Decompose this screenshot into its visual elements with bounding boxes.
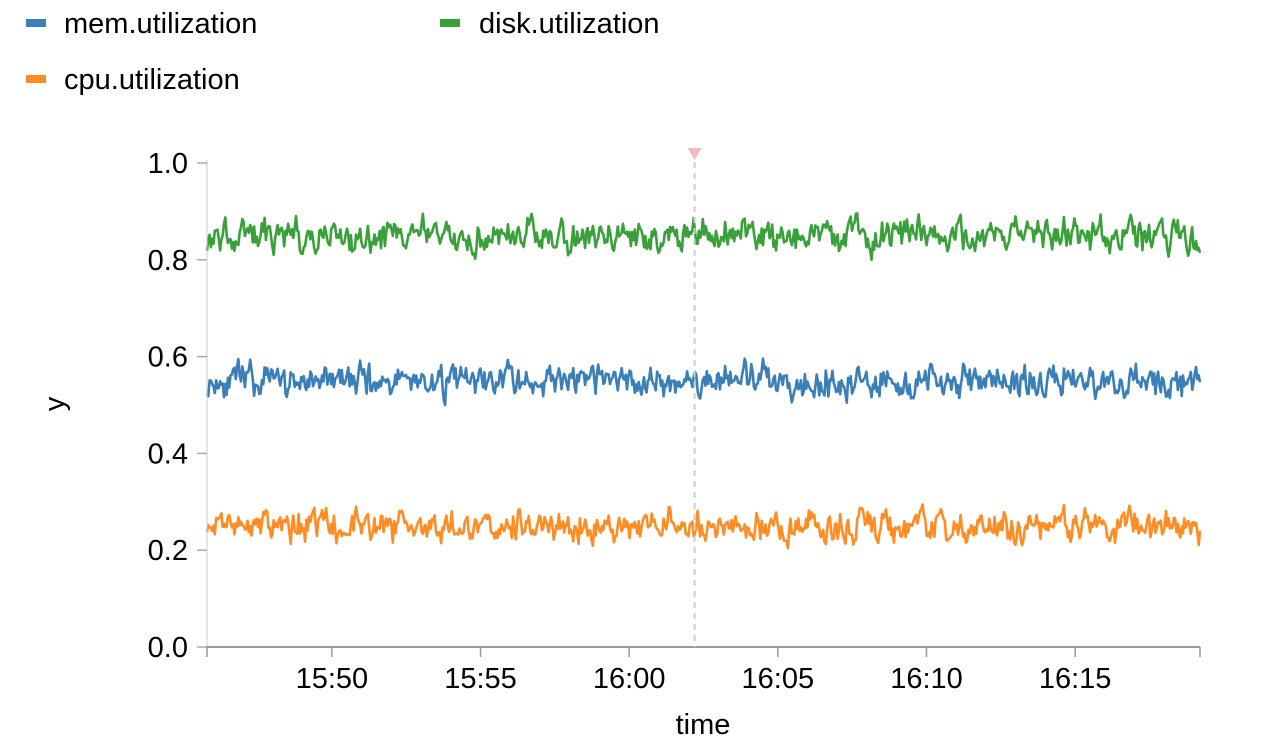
- legend-label-cpu: cpu.utilization: [64, 64, 240, 96]
- legend-swatch-cpu: [26, 75, 46, 83]
- y-tick-label: 0.2: [148, 535, 188, 567]
- cursor-marker-icon[interactable]: [687, 148, 702, 160]
- legend-item-mem[interactable]: mem.utilization: [26, 8, 257, 40]
- hover-cursor[interactable]: [687, 148, 702, 647]
- x-tick-label: 16:10: [890, 663, 963, 695]
- y-tick-label: 0.8: [148, 245, 188, 277]
- x-tick-label: 15:55: [444, 663, 517, 695]
- y-tick-label: 1.0: [148, 148, 188, 180]
- legend-swatch-mem: [26, 19, 46, 27]
- legend-item-cpu[interactable]: cpu.utilization: [26, 64, 240, 96]
- cpu-series-line: [205, 503, 1202, 550]
- y-tick-label: 0.6: [148, 342, 188, 374]
- legend-label-disk: disk.utilization: [479, 8, 660, 40]
- x-tick-label: 15:50: [296, 663, 369, 695]
- x-tick-label: 16:00: [593, 663, 666, 695]
- x-axis-title: time: [676, 709, 731, 741]
- disk-series-line: [205, 212, 1202, 262]
- legend-swatch-disk: [440, 19, 460, 27]
- legend: mem.utilization disk.utilization cpu.uti…: [26, 8, 660, 96]
- y-axis: 0.0 0.2 0.4 0.6 0.8 1.0: [148, 148, 208, 664]
- legend-label-mem: mem.utilization: [64, 8, 257, 40]
- mem-series-line: [205, 357, 1202, 407]
- y-tick-label: 0.0: [148, 632, 188, 664]
- x-axis: 15:50 15:55 16:00 16:05 16:10 16:15: [206, 646, 1201, 695]
- legend-item-disk[interactable]: disk.utilization: [440, 8, 660, 40]
- x-tick-label: 16:15: [1039, 663, 1112, 695]
- plot-area: [205, 212, 1202, 550]
- x-tick-label: 16:05: [742, 663, 815, 695]
- y-tick-label: 0.4: [148, 438, 188, 470]
- y-axis-title: y: [39, 396, 71, 411]
